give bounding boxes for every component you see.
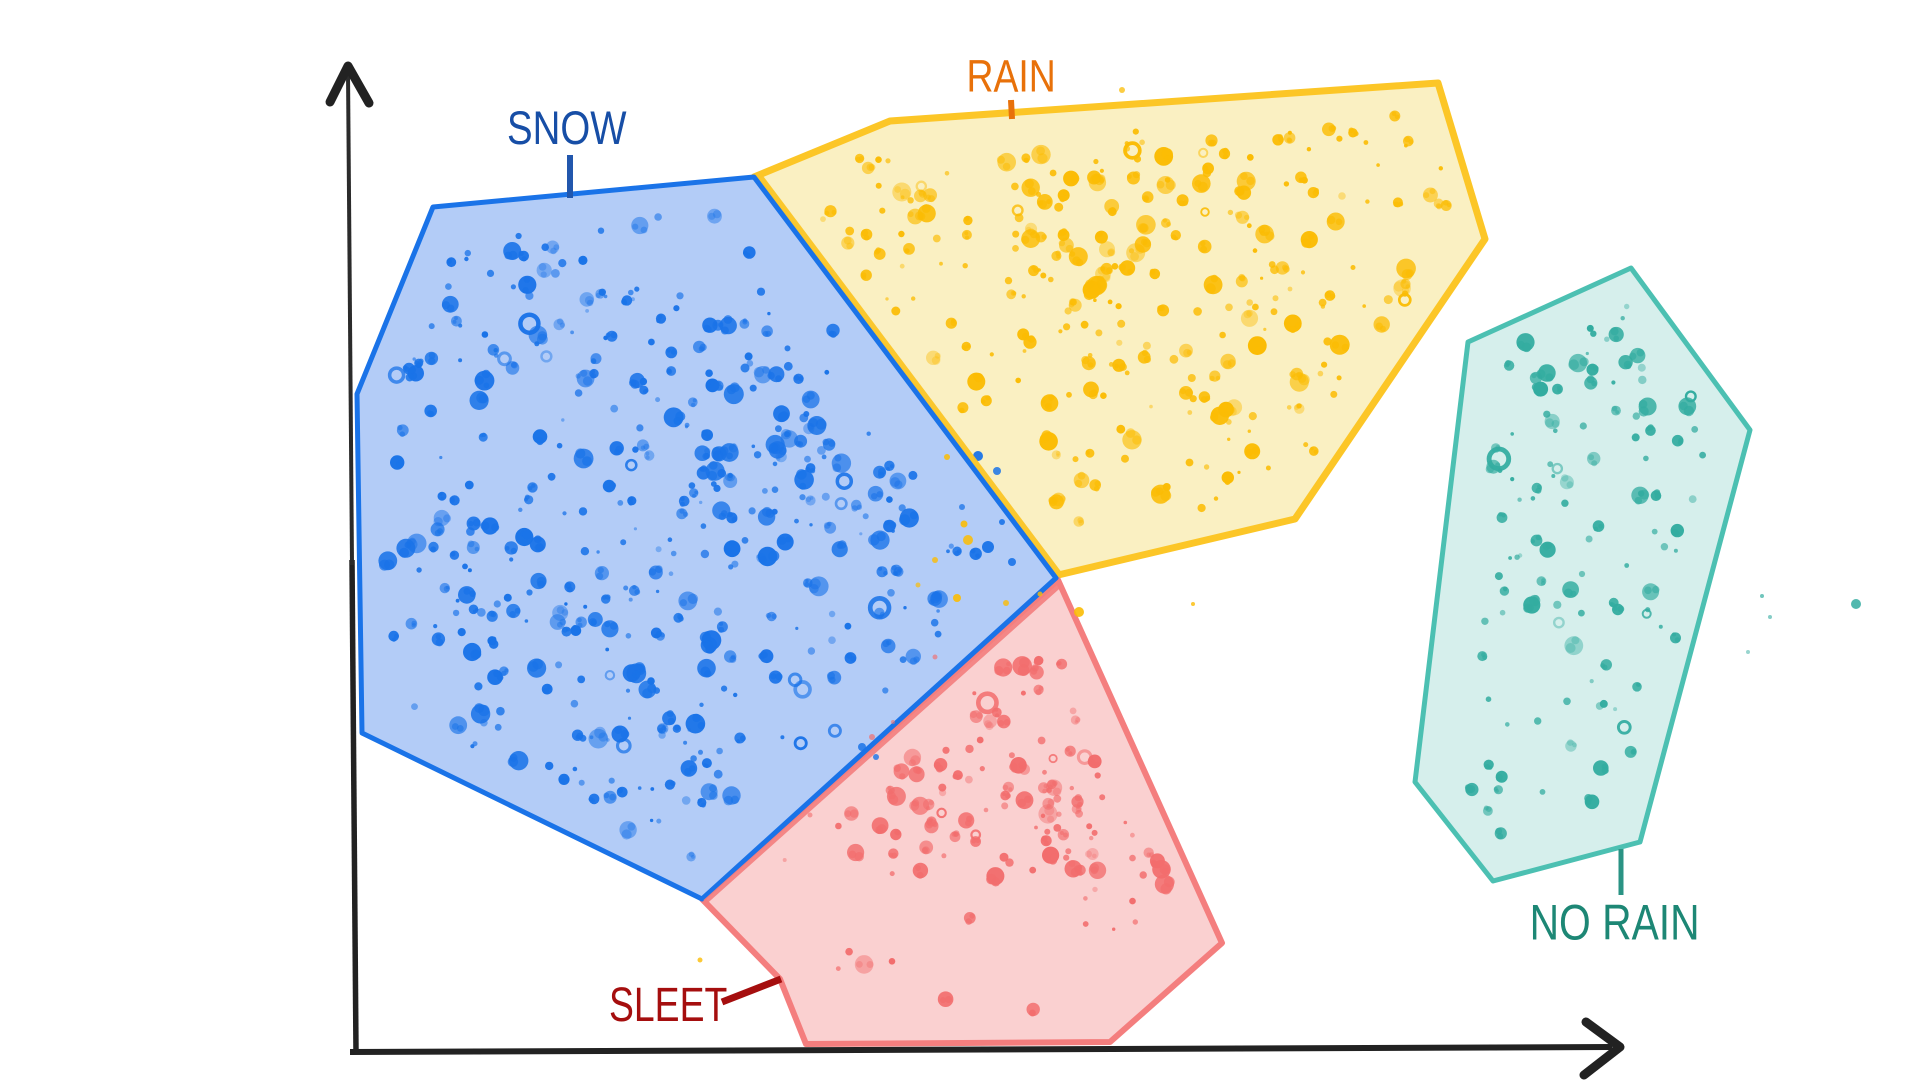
svg-text:SNOW: SNOW: [507, 102, 627, 155]
svg-text:SLEET: SLEET: [609, 978, 727, 1032]
svg-text:NO RAIN: NO RAIN: [1530, 895, 1700, 951]
svg-text:RAIN: RAIN: [967, 51, 1056, 102]
